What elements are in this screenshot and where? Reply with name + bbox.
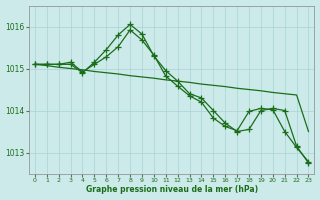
X-axis label: Graphe pression niveau de la mer (hPa): Graphe pression niveau de la mer (hPa) [86,185,258,194]
